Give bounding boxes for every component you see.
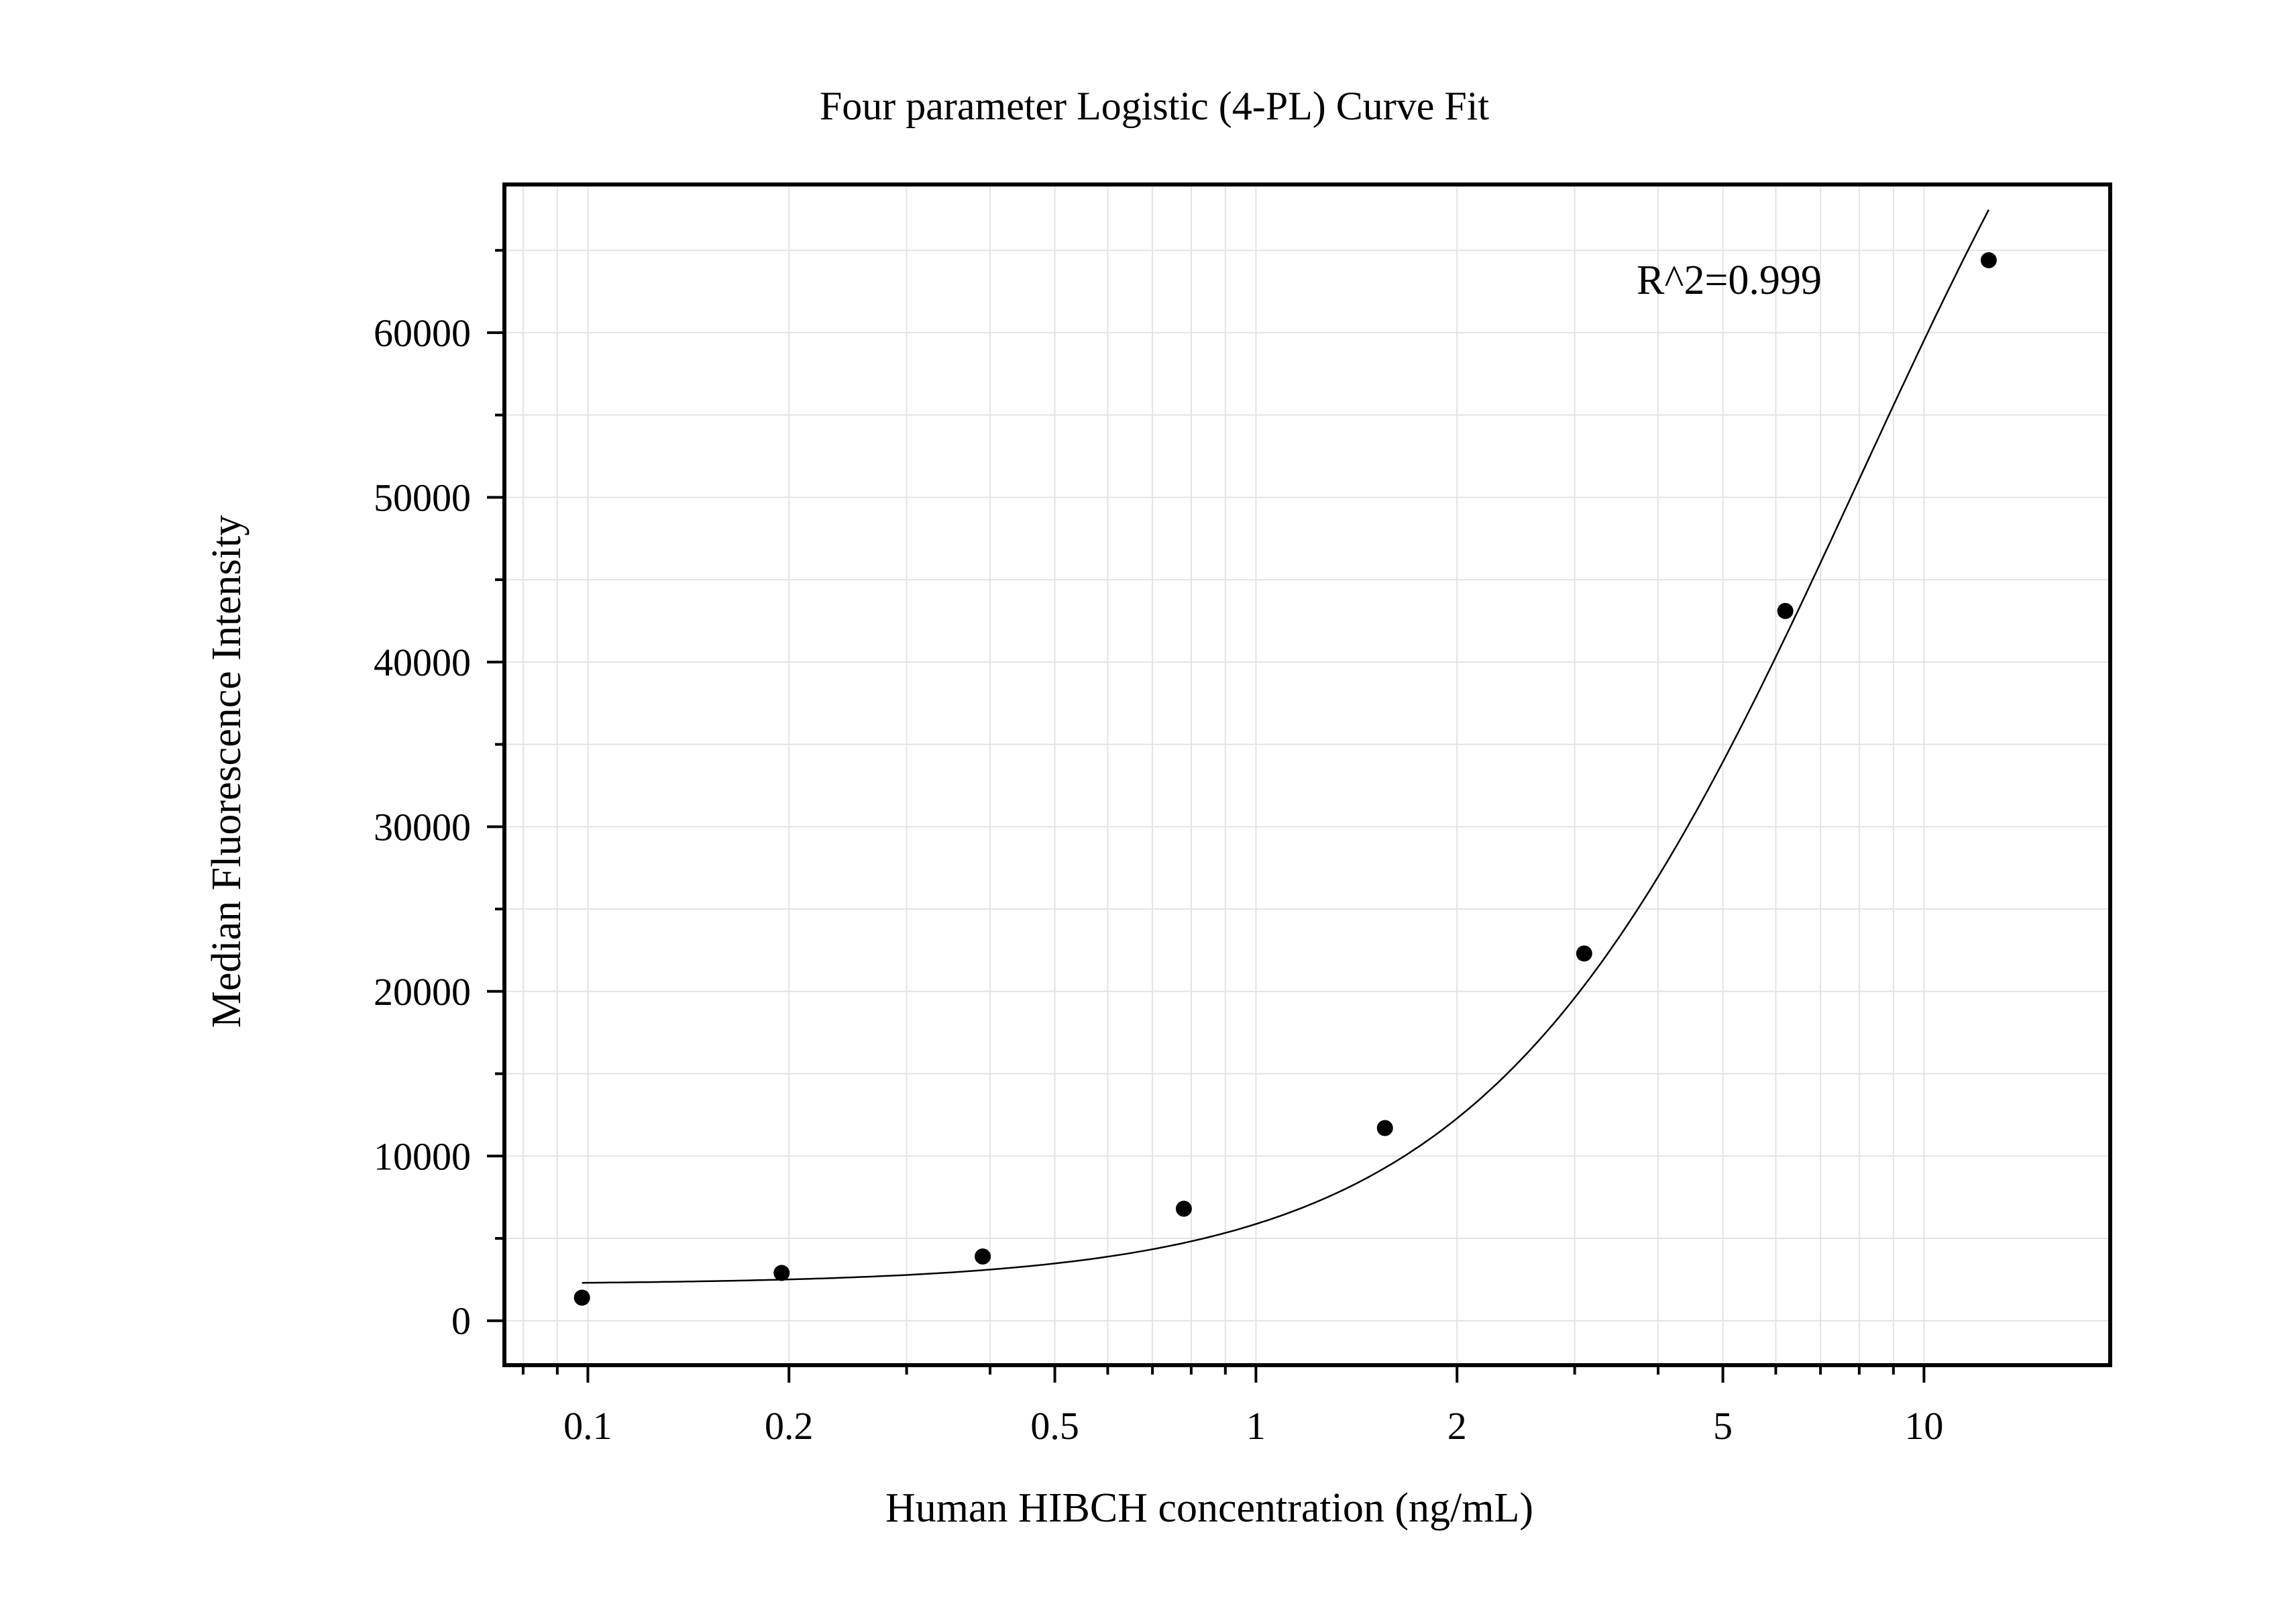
y-tick-label: 50000 [374, 476, 471, 519]
data-points [573, 252, 1997, 1306]
x-tick-label: 10 [1904, 1404, 1943, 1448]
data-point [1376, 1120, 1393, 1136]
y-axis-title: Median Fluorescence Intensity [204, 515, 250, 1028]
r-squared-annotation: R^2=0.999 [1637, 258, 1822, 303]
x-tick-label: 2 [1447, 1404, 1467, 1448]
data-point [1777, 602, 1794, 619]
y-tick-label: 30000 [374, 805, 471, 849]
plot-frame [502, 182, 2112, 1367]
y-axis-ticks [487, 249, 504, 1322]
y-tick-label: 10000 [374, 1134, 471, 1178]
x-tick-label: 0.2 [765, 1404, 814, 1448]
x-tick-label: 0.1 [563, 1404, 612, 1448]
y-axis-tick-labels: 0 10000 20000 30000 40000 50000 60000 [374, 311, 471, 1343]
y-tick-label: 60000 [374, 311, 471, 355]
x-axis-title: Human HIBCH concentration (ng/mL) [885, 1485, 1533, 1531]
data-point [1175, 1200, 1192, 1217]
x-tick-label: 0.5 [1030, 1404, 1079, 1448]
x-axis-ticks [521, 1365, 1926, 1383]
data-point [975, 1248, 991, 1265]
data-point [573, 1289, 590, 1306]
x-tick-label: 5 [1713, 1404, 1733, 1448]
x-tick-label: 1 [1246, 1404, 1266, 1448]
chart-title: Four parameter Logistic (4-PL) Curve Fit [820, 84, 1489, 128]
grid [504, 184, 2110, 1365]
y-tick-label: 20000 [374, 970, 471, 1014]
y-tick-label: 0 [451, 1299, 471, 1343]
x-axis-tick-labels: 0.1 0.2 0.5 1 2 5 10 [563, 1404, 1943, 1448]
data-point [1980, 252, 1997, 268]
fit-curve [582, 209, 1990, 1284]
data-point [1576, 945, 1592, 962]
y-tick-label: 40000 [374, 641, 471, 684]
data-point [773, 1265, 790, 1281]
